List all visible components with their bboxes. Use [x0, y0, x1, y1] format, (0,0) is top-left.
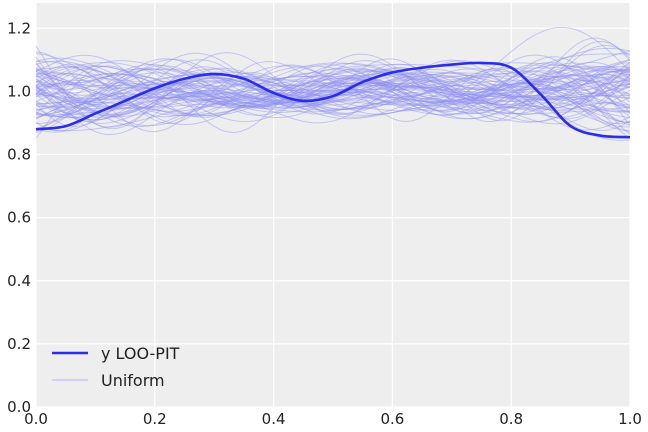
y-tick-label: 0.0 [7, 398, 31, 416]
x-tick-label: 0.4 [262, 410, 286, 428]
y-tick-label: 0.4 [7, 272, 31, 290]
plot-background [36, 3, 630, 407]
uniform-curve [35, 82, 631, 116]
uniform-curve [35, 62, 631, 123]
uniform-curve [35, 72, 631, 133]
uniform-curve [35, 68, 631, 109]
x-tick-labels: 0.0 0.2 0.4 0.6 0.8 1.0 [24, 410, 642, 428]
grid-lines [35, 3, 631, 408]
uniform-curve [35, 54, 631, 106]
uniform-curve [35, 83, 631, 125]
uniform-curve [35, 92, 631, 115]
uniform-curve [35, 64, 631, 139]
uniform-curve [35, 78, 631, 116]
y-tick-label: 0.2 [7, 335, 31, 353]
legend: y LOO-PIT Uniform [52, 344, 180, 390]
uniform-curve [36, 61, 631, 124]
y-tick-labels: 0.0 0.2 0.4 0.6 0.8 1.0 1.2 [7, 19, 31, 416]
uniform-curve [35, 41, 631, 125]
uniform-curve [35, 78, 631, 121]
uniform-curve [35, 71, 631, 128]
uniform-curve [35, 63, 631, 132]
uniform-curve [35, 73, 631, 127]
uniform-curve [35, 58, 631, 118]
uniform-curve [35, 90, 631, 110]
x-tick-label: 0.8 [499, 410, 523, 428]
uniform-curve [35, 70, 631, 91]
uniform-curve [35, 62, 631, 123]
uniform-curve [35, 76, 631, 119]
uniform-curve [35, 50, 631, 115]
uniform-curve [35, 53, 631, 118]
uniform-curves [35, 26, 631, 141]
uniform-curve [35, 47, 631, 105]
uniform-curve [35, 79, 631, 120]
uniform-curve [35, 53, 631, 123]
x-tick-label: 0.6 [380, 410, 404, 428]
uniform-curve [35, 81, 631, 118]
uniform-curve [35, 67, 631, 128]
uniform-curve [35, 45, 631, 130]
uniform-curve [35, 62, 631, 101]
uniform-curve [35, 82, 631, 124]
loo-pit-curve-group [35, 61, 631, 139]
uniform-curve [35, 72, 631, 141]
legend-label-uniform: Uniform [101, 371, 165, 390]
uniform-curve [35, 70, 631, 111]
uniform-curve [35, 68, 631, 131]
uniform-curve [35, 59, 631, 115]
y-tick-label: 0.8 [7, 146, 31, 164]
uniform-curve [35, 26, 631, 118]
y-tick-label: 1.0 [7, 82, 31, 100]
uniform-curve [35, 64, 631, 109]
uniform-curve [35, 62, 631, 112]
uniform-curve [35, 67, 631, 105]
uniform-curve [35, 68, 631, 111]
y-tick-label: 0.6 [7, 209, 31, 227]
uniform-curve [35, 68, 631, 135]
loo-pit-line [35, 61, 631, 139]
x-tick-label: 0.0 [24, 410, 48, 428]
uniform-curve [35, 62, 631, 100]
legend-label-loo-pit: y LOO-PIT [101, 344, 180, 363]
uniform-curve [35, 65, 631, 127]
x-tick-label: 0.2 [143, 410, 167, 428]
uniform-curve [35, 68, 631, 96]
uniform-curve [35, 73, 631, 118]
uniform-curve [35, 61, 631, 116]
uniform-curve [35, 73, 631, 119]
uniform-curve [35, 53, 631, 126]
uniform-curve [35, 61, 631, 120]
uniform-curve [35, 62, 631, 131]
uniform-curve [35, 51, 631, 113]
uniform-curve [35, 65, 631, 110]
uniform-curve [35, 94, 631, 116]
uniform-curve [35, 69, 631, 120]
uniform-curve [35, 65, 631, 133]
uniform-curve [35, 78, 631, 136]
uniform-curve [35, 56, 631, 128]
y-tick-label: 1.2 [7, 19, 31, 37]
x-tick-label: 1.0 [618, 410, 642, 428]
uniform-curve [35, 60, 631, 113]
uniform-curve [35, 75, 631, 118]
